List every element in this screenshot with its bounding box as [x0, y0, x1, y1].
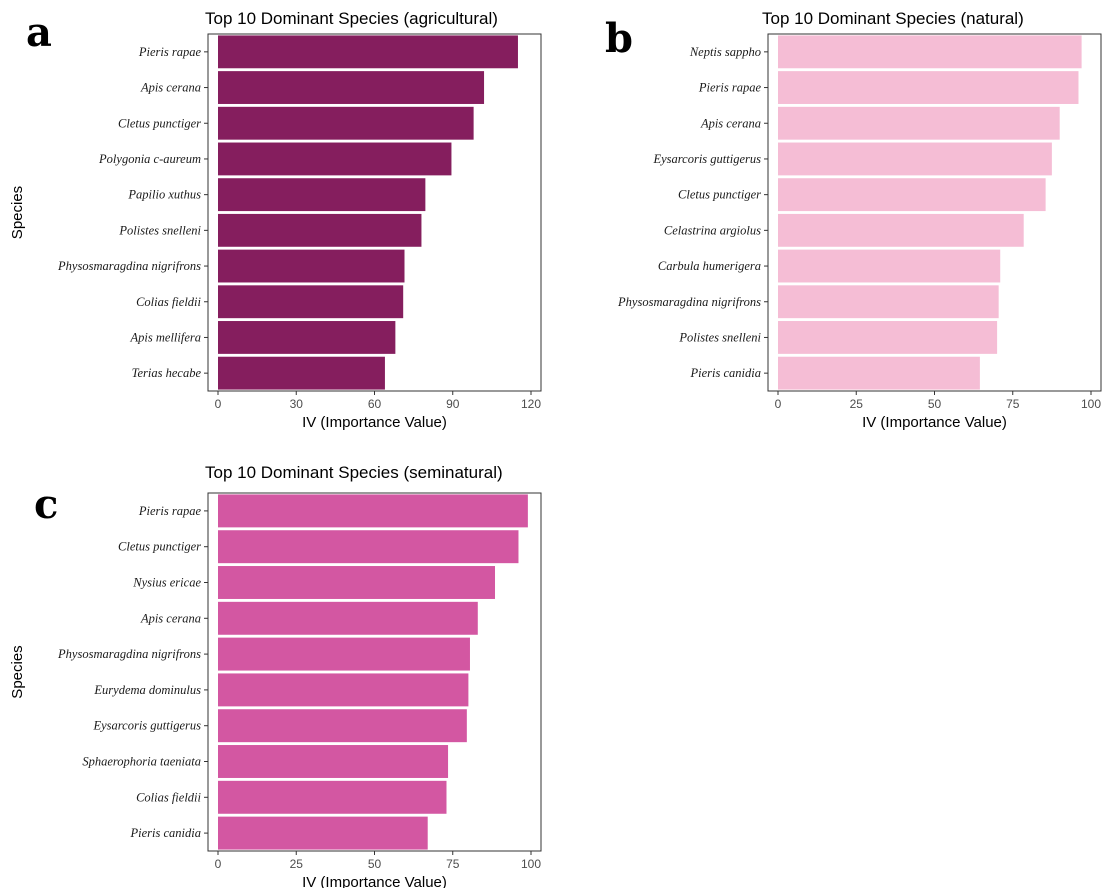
panel-letter-c: c — [34, 481, 58, 528]
y-axis-label: Species — [9, 645, 26, 698]
x-tick-label: 0 — [215, 397, 222, 411]
bar-2 — [218, 530, 519, 564]
y-tick-label: Physosmaragdina nigrifrons — [617, 295, 761, 309]
y-tick-label: Colias fieldii — [136, 295, 201, 309]
bar-8 — [218, 745, 449, 778]
y-tick-label: Physosmaragdina nigrifrons — [57, 647, 201, 661]
y-tick-label: Pieris canidia — [130, 826, 201, 840]
y-tick-label: Carbula humerigera — [658, 259, 761, 273]
chart-title: Top 10 Dominant Species (seminatural) — [205, 463, 503, 482]
bar-6 — [218, 213, 422, 247]
y-tick-label: Eysarcoris guttigerus — [92, 719, 201, 733]
bar-7 — [218, 709, 467, 743]
bar-10 — [218, 356, 385, 390]
y-tick-label: Physosmaragdina nigrifrons — [57, 259, 201, 273]
chart-title: Top 10 Dominant Species (natural) — [762, 9, 1024, 28]
chart-panel-c: c Top 10 Dominant Species (seminatural) Pi… — [9, 463, 542, 888]
chart-panel-a: a Top 10 Dominant Species (agricultural) P… — [9, 9, 542, 431]
y-tick-label: Polistes snelleni — [678, 330, 761, 344]
bar-10 — [218, 816, 428, 850]
y-tick-label: Pieris rapae — [698, 81, 762, 95]
y-tick-label: Pieris rapae — [138, 504, 202, 518]
y-tick-label: Celastrina argiolus — [664, 223, 761, 237]
bar-9 — [778, 321, 998, 354]
bar-2 — [778, 71, 1079, 104]
bar-4 — [218, 601, 478, 635]
bar-9 — [218, 780, 447, 814]
x-tick-label: 75 — [446, 857, 460, 871]
y-tick-label: Eysarcoris guttigerus — [652, 152, 761, 166]
y-tick-label: Sphaerophoria taeniata — [82, 755, 201, 769]
bar-4 — [778, 142, 1052, 176]
y-tick-label: Pieris canidia — [690, 366, 761, 380]
y-tick-label: Apis mellifera — [130, 330, 201, 344]
y-tick-label: Nysius ericae — [132, 576, 201, 590]
y-tick-label: Apis cerana — [700, 116, 761, 130]
x-axis-label: IV (Importance Value) — [302, 874, 447, 888]
x-tick-label: 25 — [850, 397, 864, 411]
y-tick-label: Polistes snelleni — [118, 223, 201, 237]
x-tick-label: 120 — [521, 397, 541, 411]
x-tick-label: 75 — [1006, 397, 1020, 411]
x-axis-label: IV (Importance Value) — [862, 414, 1007, 431]
x-tick-label: 25 — [290, 857, 304, 871]
x-tick-label: 100 — [521, 857, 541, 871]
bar-6 — [218, 673, 469, 707]
bar-9 — [218, 321, 396, 354]
y-tick-label: Terias hecabe — [132, 366, 202, 380]
y-tick-label: Cletus punctiger — [678, 188, 761, 202]
x-tick-label: 100 — [1081, 397, 1101, 411]
y-tick-label: Neptis sappho — [689, 45, 761, 59]
x-tick-label: 30 — [290, 397, 304, 411]
panel-letter-b: b — [605, 15, 633, 62]
bar-1 — [778, 35, 1082, 69]
bar-1 — [218, 494, 528, 528]
bar-3 — [218, 106, 474, 140]
y-tick-label: Colias fieldii — [136, 790, 201, 804]
y-tick-label: Apis cerana — [140, 81, 201, 95]
x-tick-label: 0 — [775, 397, 782, 411]
y-tick-label: Eurydema dominulus — [93, 683, 201, 697]
bar-7 — [778, 249, 1001, 283]
x-tick-label: 90 — [446, 397, 460, 411]
bar-8 — [218, 285, 404, 319]
bar-5 — [218, 637, 470, 671]
bar-8 — [778, 285, 999, 319]
bar-3 — [778, 106, 1060, 140]
chart-panel-b: b Top 10 Dominant Species (natural) Neptis… — [605, 9, 1102, 431]
bar-3 — [218, 566, 496, 599]
bar-1 — [218, 35, 518, 69]
x-tick-label: 50 — [368, 857, 382, 871]
panel-letter-a: a — [26, 9, 52, 56]
bar-5 — [218, 178, 426, 212]
x-tick-label: 0 — [215, 857, 222, 871]
x-tick-label: 60 — [368, 397, 382, 411]
x-axis-label: IV (Importance Value) — [302, 414, 447, 431]
bar-4 — [218, 142, 452, 176]
bar-5 — [778, 178, 1046, 212]
y-tick-label: Cletus punctiger — [118, 116, 201, 130]
y-tick-label: Polygonia c-aureum — [98, 152, 201, 166]
y-tick-label: Papilio xuthus — [127, 188, 201, 202]
bar-2 — [218, 71, 485, 104]
x-tick-label: 50 — [928, 397, 942, 411]
chart-title: Top 10 Dominant Species (agricultural) — [205, 9, 498, 28]
y-axis-label: Species — [9, 186, 26, 239]
y-tick-label: Cletus punctiger — [118, 540, 201, 554]
bar-10 — [778, 356, 980, 390]
y-tick-label: Pieris rapae — [138, 45, 202, 59]
bar-7 — [218, 249, 405, 283]
bar-6 — [778, 213, 1024, 247]
y-tick-label: Apis cerana — [140, 611, 201, 625]
